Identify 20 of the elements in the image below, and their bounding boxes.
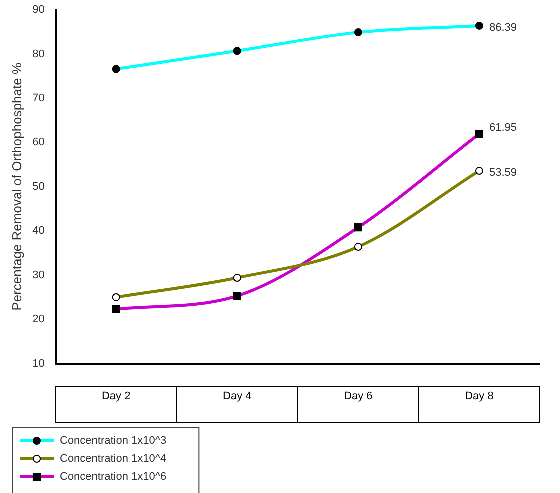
x-tick-label: Day 8 [465, 390, 494, 402]
x-tick-label: Day 2 [102, 390, 131, 402]
y-tick-label: 50 [32, 180, 45, 193]
y-tick-label: 30 [32, 269, 45, 282]
x-tick-label: Day 6 [344, 390, 373, 402]
data-label: 86.39 [489, 22, 518, 34]
legend-label: Concentration 1x10^3 [60, 435, 167, 448]
y-tick-label: 40 [32, 225, 45, 238]
y-axis-title: Percentage Removal of Orthophosphate % [9, 62, 24, 311]
y-tick-label: 10 [32, 358, 45, 370]
y-tick-label: 60 [32, 136, 45, 149]
y-tick-label: 70 [32, 92, 45, 104]
x-tick-label: Day 4 [223, 390, 252, 402]
legend-label: Concentration 1x10^4 [60, 453, 167, 466]
y-tick-label: 90 [32, 4, 45, 16]
legend-label: Concentration 1x10^6 [60, 471, 167, 484]
y-tick-label: 80 [32, 48, 45, 60]
y-tick-label: 20 [32, 314, 45, 326]
data-label: 61.95 [489, 122, 518, 134]
data-label: 53.59 [489, 167, 518, 180]
